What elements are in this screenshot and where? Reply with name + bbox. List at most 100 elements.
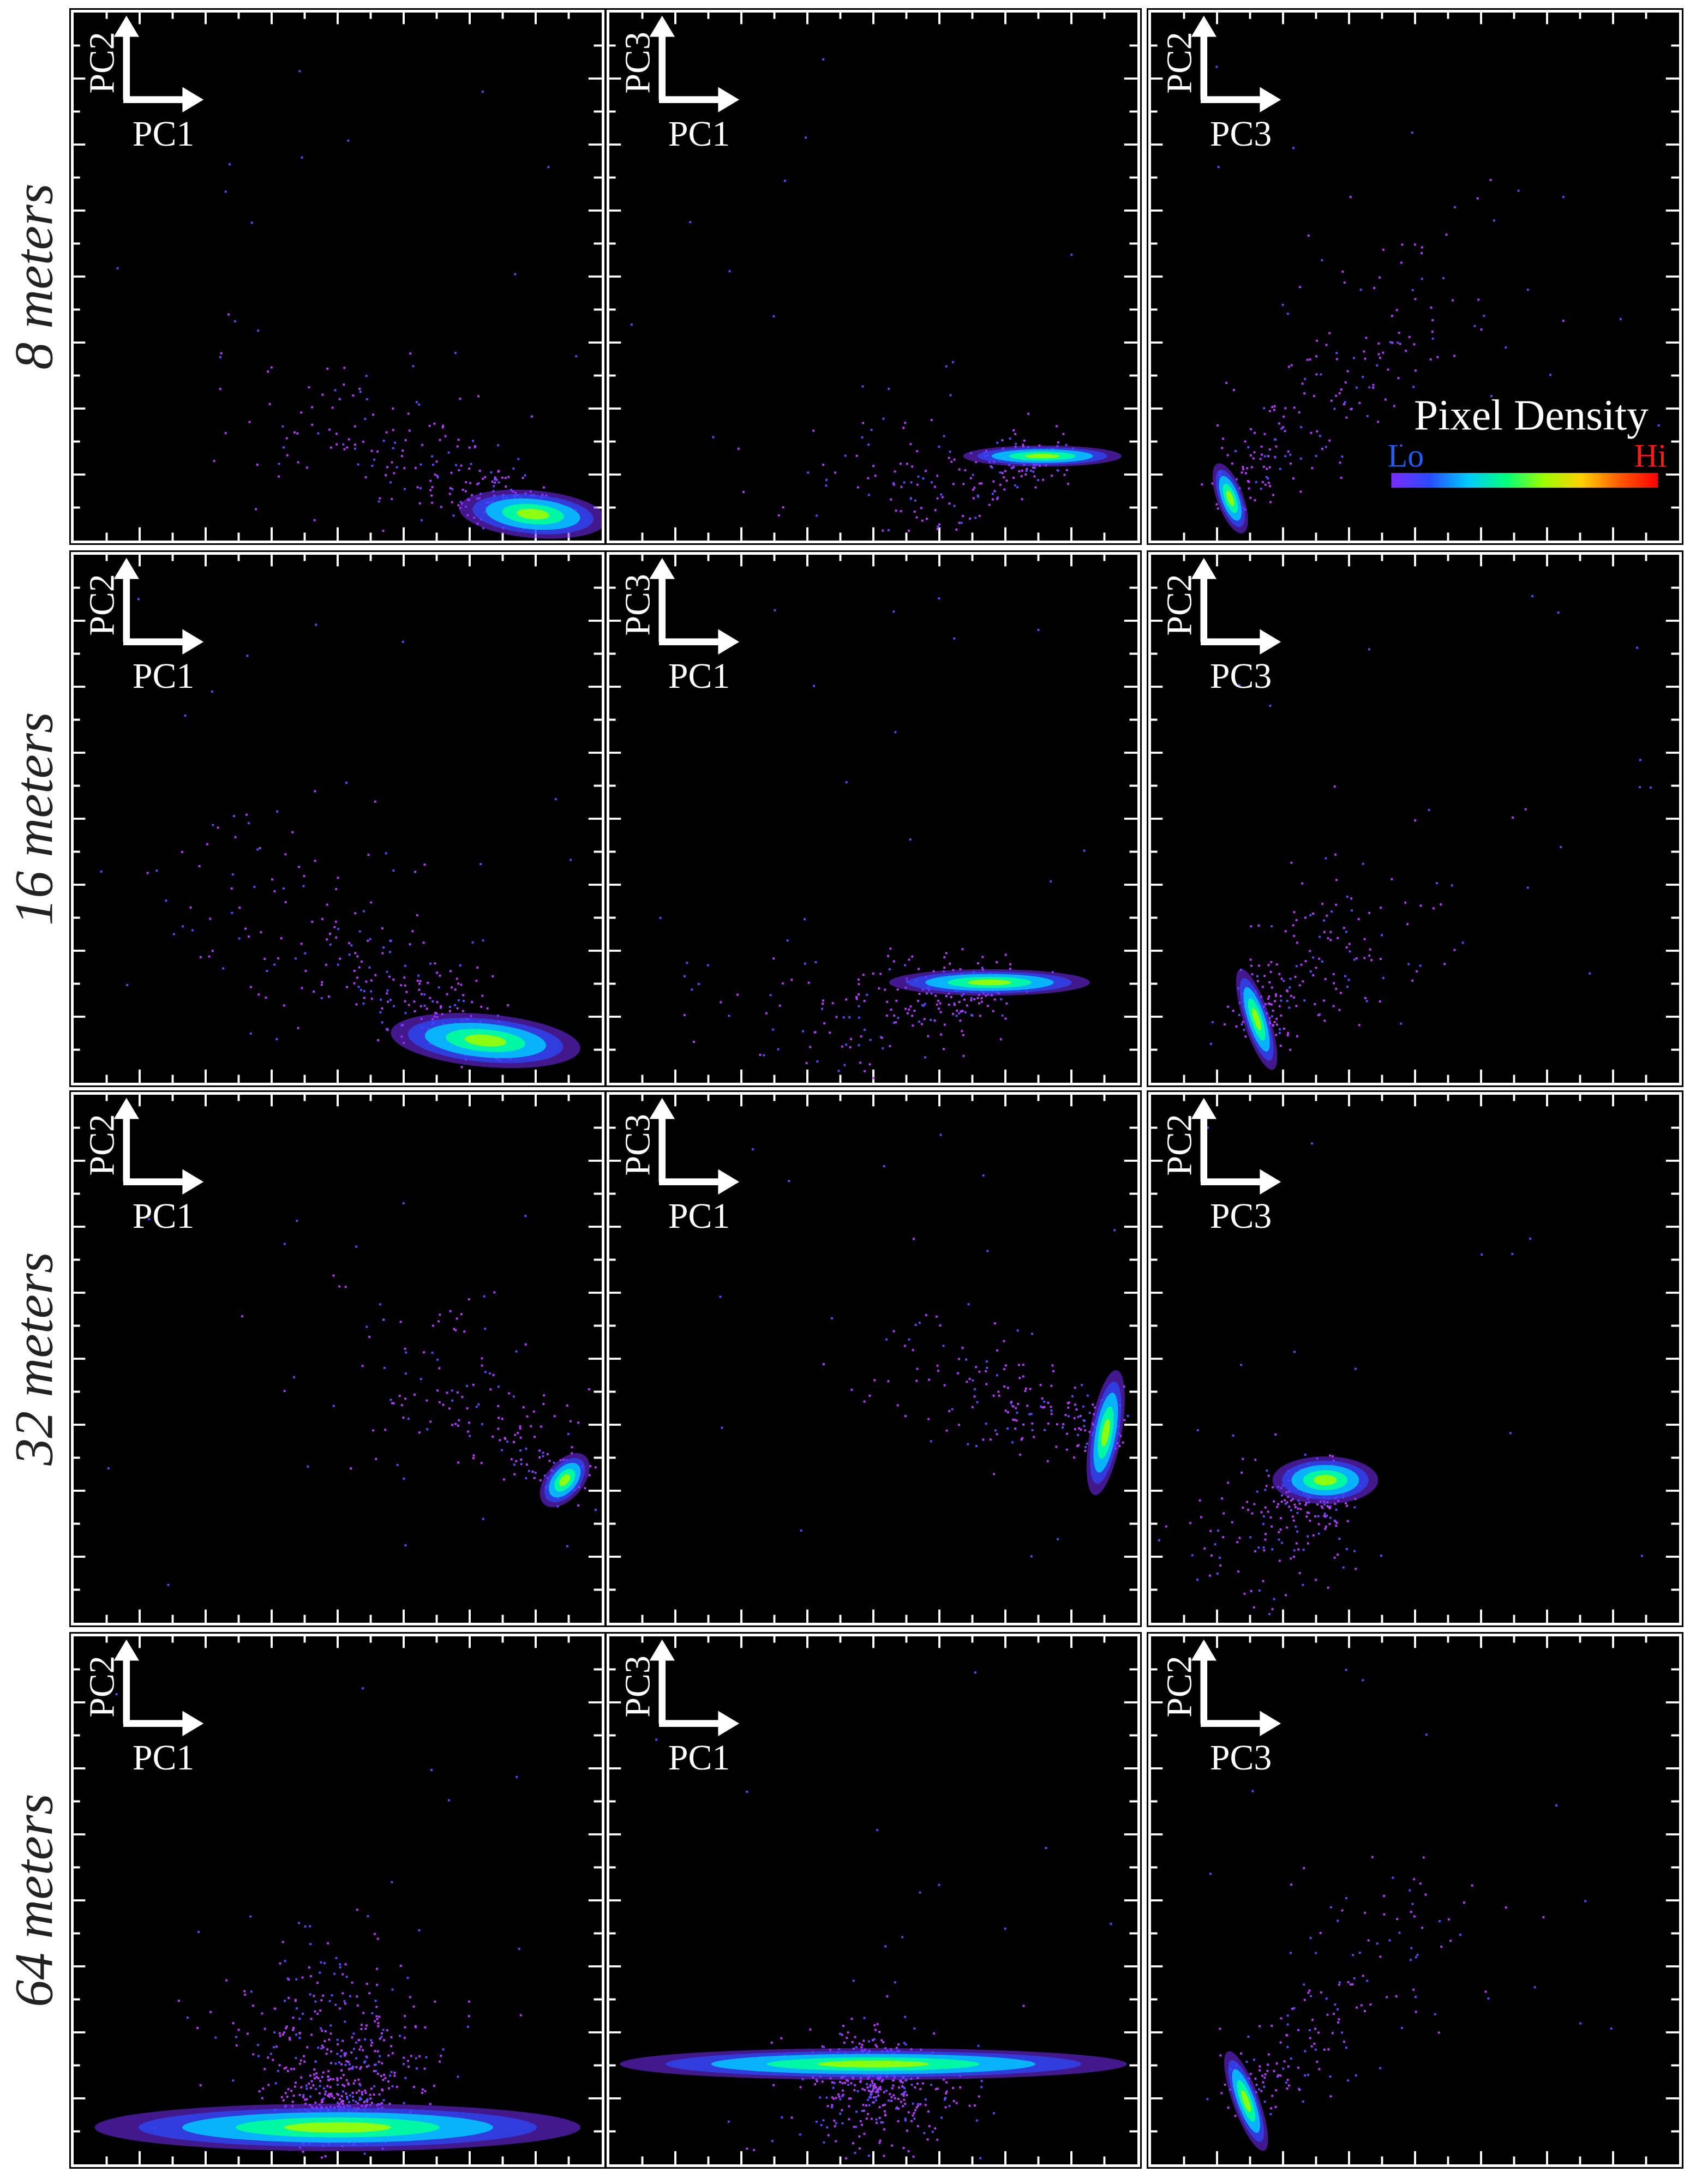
scatter-point: [958, 1358, 960, 1360]
scatter-point: [332, 2078, 334, 2080]
outlier-point: [115, 1693, 118, 1696]
scatter-point: [1341, 2031, 1344, 2034]
scatter-point: [912, 2155, 915, 2158]
scatter-point: [1286, 1501, 1289, 1504]
scatter-point: [427, 981, 429, 984]
scatter-point: [777, 514, 780, 517]
scatter-point: [310, 2080, 313, 2083]
scatter-point: [943, 1048, 945, 1051]
scatter-point: [374, 1933, 376, 1935]
scatter-point: [869, 1039, 872, 1041]
x-axis-label: PC3: [1210, 1196, 1272, 1236]
scatter-point: [513, 1395, 515, 1398]
scatter-point: [848, 2118, 850, 2121]
scatter-point: [833, 2119, 836, 2122]
scatter-point: [1505, 1906, 1507, 1909]
scatter-point: [351, 2036, 353, 2039]
scatter-point: [181, 851, 183, 853]
scatter-point: [404, 964, 406, 967]
scatter-point: [335, 936, 338, 939]
scatter-point: [976, 494, 979, 497]
scatter-point: [1050, 1409, 1053, 1412]
scatter-point: [850, 2082, 853, 2085]
x-arrow-head: [1260, 1711, 1281, 1736]
scatter-point: [1066, 1432, 1069, 1435]
scatter-point: [1293, 2007, 1296, 2009]
scatter-point: [861, 2110, 864, 2113]
scatter-point: [1082, 1405, 1084, 1408]
scatter-point: [1292, 924, 1295, 927]
scatter-point: [846, 2037, 848, 2039]
scatter-point: [418, 1431, 421, 1434]
scatter-point: [1293, 996, 1296, 999]
scatter-point: [494, 476, 496, 479]
outlier-point: [1247, 2036, 1250, 2038]
scatter-point: [298, 2093, 301, 2096]
scatter-point: [508, 1392, 511, 1395]
outlier-point: [1347, 2079, 1350, 2082]
scatter-point: [884, 2103, 886, 2106]
scatter-point: [1024, 1387, 1027, 1390]
scatter-point: [1264, 1489, 1267, 1491]
scatter-point: [827, 2134, 830, 2137]
scatter-point: [304, 970, 307, 972]
scatter-point: [834, 2125, 836, 2127]
scatter-point: [1461, 941, 1464, 944]
scatter-point: [391, 461, 393, 464]
scatter-point: [993, 490, 996, 493]
scatter-point: [1358, 1024, 1361, 1027]
scatter-point: [1075, 1408, 1078, 1411]
scatter-point: [507, 1004, 510, 1006]
scatter-point: [259, 847, 261, 849]
scatter-point: [1268, 2053, 1270, 2056]
scatter-point: [474, 445, 476, 448]
scatter-point: [348, 2101, 350, 2103]
y-axis-label: PC2: [82, 32, 122, 93]
scatter-point: [1263, 2086, 1266, 2088]
density-core: [540, 1453, 590, 1508]
scatter-point: [1279, 2041, 1282, 2044]
scatter-point: [1198, 1499, 1201, 1502]
scatter-point: [344, 2054, 346, 2057]
scatter-point: [924, 1003, 926, 1005]
outlier-point: [248, 822, 250, 825]
scatter-point: [1214, 1543, 1216, 1546]
scatter-point: [996, 961, 998, 963]
scatter-point: [1379, 2067, 1382, 2069]
scatter-point: [1274, 1433, 1277, 1436]
scatter-point: [415, 2057, 417, 2060]
scatter-point: [962, 1054, 965, 1057]
scatter-point: [1249, 958, 1252, 961]
scatter-point: [341, 1973, 344, 1976]
scatter-point: [358, 2039, 361, 2042]
scatter-point: [371, 2012, 374, 2014]
scatter-point: [469, 482, 472, 484]
scatter-point: [867, 477, 870, 479]
scatter-point: [925, 2098, 927, 2101]
scatter-panel: PC2 PC3: [1147, 1090, 1683, 1627]
scatter-point: [1304, 1503, 1307, 1506]
scatter-point: [438, 986, 440, 989]
scatter-point: [418, 1929, 421, 1931]
scatter-point: [960, 521, 963, 524]
outlier-point: [1070, 254, 1073, 256]
scatter-point: [1405, 350, 1407, 352]
scatter-point: [958, 1424, 960, 1426]
scatter-point: [928, 2125, 931, 2127]
outlier-point: [126, 983, 128, 986]
scatter-point: [1299, 1508, 1302, 1510]
outlier-point: [728, 270, 731, 273]
scatter-point: [1414, 819, 1417, 821]
scatter-point: [316, 1982, 319, 1984]
x-axis-label: PC1: [668, 114, 730, 154]
scatter-point: [883, 2128, 885, 2131]
scatter-point: [345, 1976, 348, 1978]
scatter-panel: PC2 PC1: [69, 550, 606, 1087]
scatter-point: [951, 2087, 954, 2089]
scatter-point: [954, 1004, 956, 1006]
scatter-point: [594, 1509, 597, 1511]
scatter-point: [1268, 1613, 1271, 1616]
scatter-point: [892, 2079, 895, 2081]
scatter-point: [1291, 1515, 1294, 1518]
scatter-point: [431, 455, 434, 458]
